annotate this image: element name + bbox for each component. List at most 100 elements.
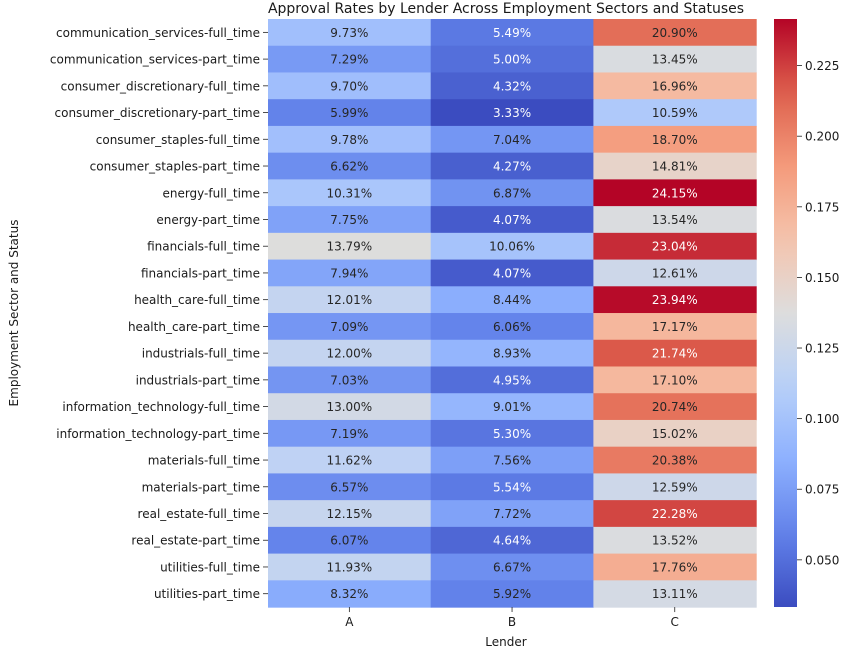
column-label: A [345,615,354,629]
row-label: real_estate-full_time [138,507,260,521]
cell-value-label: 20.90% [652,26,698,40]
heatmap-cell [268,72,432,100]
cell-value-label: 4.07% [493,266,531,280]
heatmap-cell [268,526,432,555]
heatmap-cell [430,339,594,368]
row-label: health_care-part_time [128,320,260,334]
row-label: consumer_discretionary-part_time [55,106,260,120]
cell-value-label: 12.01% [326,293,372,307]
heatmap-cell [593,206,757,234]
colorbar-tick-label: 0.200 [805,130,839,144]
cell-value-label: 6.07% [330,534,368,548]
heatmap-cell [593,19,757,47]
heatmap-cell [268,286,432,314]
cell-value-label: 22.28% [652,507,698,521]
heatmap-cell [593,446,757,475]
row-label: information_technology-part_time [56,427,260,441]
cell-value-label: 5.00% [493,53,531,67]
cell-value-label: 12.00% [326,347,372,361]
heatmap-cell [268,339,432,368]
cell-value-label: 12.15% [326,507,372,521]
cell-value-label: 13.54% [652,213,698,227]
cell-value-label: 5.92% [493,587,531,601]
heatmap-cell [430,286,594,314]
cell-value-label: 4.64% [493,534,531,548]
heatmap-cell [430,526,594,555]
heatmap-cell [593,500,757,528]
cell-value-label: 7.75% [330,213,368,227]
cell-value-label: 13.45% [652,53,698,67]
heatmap-cells: 9.73% 5.49% 20.90% 7.29% 5.00% 13.45% 9.70% 4.3… [268,19,757,608]
heatmap-cell [593,232,757,261]
cell-value-label: 17.76% [652,560,698,574]
heatmap-cell [430,206,594,234]
cell-value-label: 4.32% [493,79,531,93]
cell-value-label: 5.49% [493,26,531,40]
row-label: communication_services-part_time [50,53,260,67]
heatmap-cell [268,500,432,528]
heatmap-cell [430,232,594,261]
cell-value-label: 17.17% [652,320,698,334]
colorbar-tick-label: 0.125 [805,342,839,356]
heatmap-cell [593,419,757,448]
cell-value-label: 6.06% [493,320,531,334]
row-label: industrials-full_time [142,347,260,361]
heatmap-cell [268,473,432,501]
cell-value-label: 7.56% [493,454,531,468]
cell-value-label: 4.95% [493,373,531,387]
colorbar-ticks: 0.050 0.075 0.100 0.125 0.150 0.175 0.200 0.225 [797,59,839,567]
cell-value-label: 20.38% [652,454,698,468]
cell-value-label: 5.99% [330,106,368,120]
row-label: communication_services-full_time [56,26,260,40]
cell-value-label: 7.94% [330,266,368,280]
heatmap-cell [268,419,432,448]
row-label: energy-full_time [162,186,260,200]
cell-value-label: 10.59% [652,106,698,120]
heatmap-cell [268,99,432,127]
row-label: consumer_staples-part_time [90,160,260,174]
cell-value-label: 12.61% [652,266,698,280]
cell-value-label: 11.62% [326,454,372,468]
heatmap-cell [430,366,594,394]
cell-value-label: 7.29% [330,53,368,67]
colorbar-tick-label: 0.100 [805,412,839,426]
heatmap-cell [593,339,757,368]
heatmap-cell [430,580,594,608]
colorbar-tick-label: 0.150 [805,271,839,285]
colorbar [774,19,797,607]
heatmap-cell [430,45,594,74]
cell-value-label: 11.93% [326,560,372,574]
cell-value-label: 10.31% [326,186,372,200]
heatmap-cell [430,259,594,287]
y-axis-label: Employment Sector and Status [7,220,21,407]
row-label: energy-part_time [156,213,260,227]
colorbar-tick-label: 0.050 [805,553,839,567]
heatmap-cell [593,366,757,394]
row-label: financials-full_time [147,240,260,254]
cell-value-label: 3.33% [493,106,531,120]
heatmap-cell [593,259,757,287]
cell-value-label: 13.52% [652,534,698,548]
heatmap-cell [268,19,432,47]
heatmap-cell [268,313,432,341]
cell-value-label: 10.06% [489,240,535,254]
heatmap-cell [268,580,432,608]
row-label: real_estate-part_time [131,534,260,548]
cell-value-label: 7.03% [330,373,368,387]
cell-value-label: 7.72% [493,507,531,521]
column-label: B [508,615,516,629]
heatmap-cell [430,553,594,581]
cell-value-label: 9.01% [493,400,531,414]
row-label: materials-full_time [148,454,260,468]
cell-value-label: 18.70% [652,133,698,147]
cell-value-label: 7.09% [330,320,368,334]
row-label: financials-part_time [141,266,260,280]
cell-value-label: 15.02% [652,427,698,441]
cell-value-label: 24.15% [652,186,698,200]
heatmap-cell [593,393,757,421]
chart-title: Approval Rates by Lender Across Employme… [268,1,744,17]
heatmap-cell [593,152,757,180]
cell-value-label: 5.30% [493,427,531,441]
heatmap-cell [268,206,432,234]
heatmap-cell [430,152,594,180]
